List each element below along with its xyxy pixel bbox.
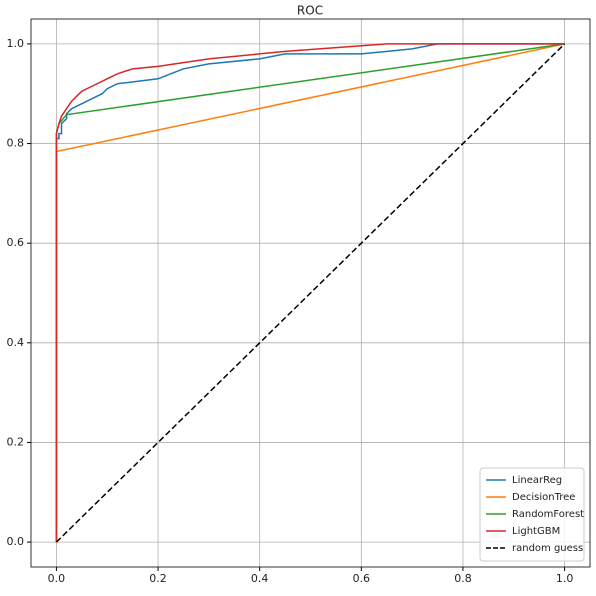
roc-line xyxy=(55,43,565,543)
y-tick-label: 0.0 xyxy=(7,535,25,548)
y-tick-label: 0.6 xyxy=(7,236,25,249)
x-tick-label: 0.0 xyxy=(48,572,66,585)
x-tick-label: 0.2 xyxy=(149,572,167,585)
legend-label: LinearReg xyxy=(512,475,562,486)
legend-label: random guess xyxy=(512,543,583,554)
y-tick-label: 0.8 xyxy=(7,137,25,150)
y-tick-label: 0.4 xyxy=(7,336,25,349)
roc-line xyxy=(55,43,566,543)
x-tick-label: 0.4 xyxy=(251,572,269,585)
y-tick-label: 0.2 xyxy=(7,435,25,448)
roc-line xyxy=(55,43,565,543)
legend-label: DecisionTree xyxy=(512,492,575,503)
legend-label: LightGBM xyxy=(512,526,560,537)
y-tick-label: 1.0 xyxy=(7,37,25,50)
x-tick-label: 0.6 xyxy=(353,572,371,585)
chart-title: ROC xyxy=(297,4,323,18)
x-tick-label: 0.8 xyxy=(454,572,472,585)
legend-label: RandomForest xyxy=(512,509,584,520)
plot-frame xyxy=(30,18,591,568)
x-tick-label: 1.0 xyxy=(556,572,574,585)
legend-box xyxy=(479,467,585,562)
